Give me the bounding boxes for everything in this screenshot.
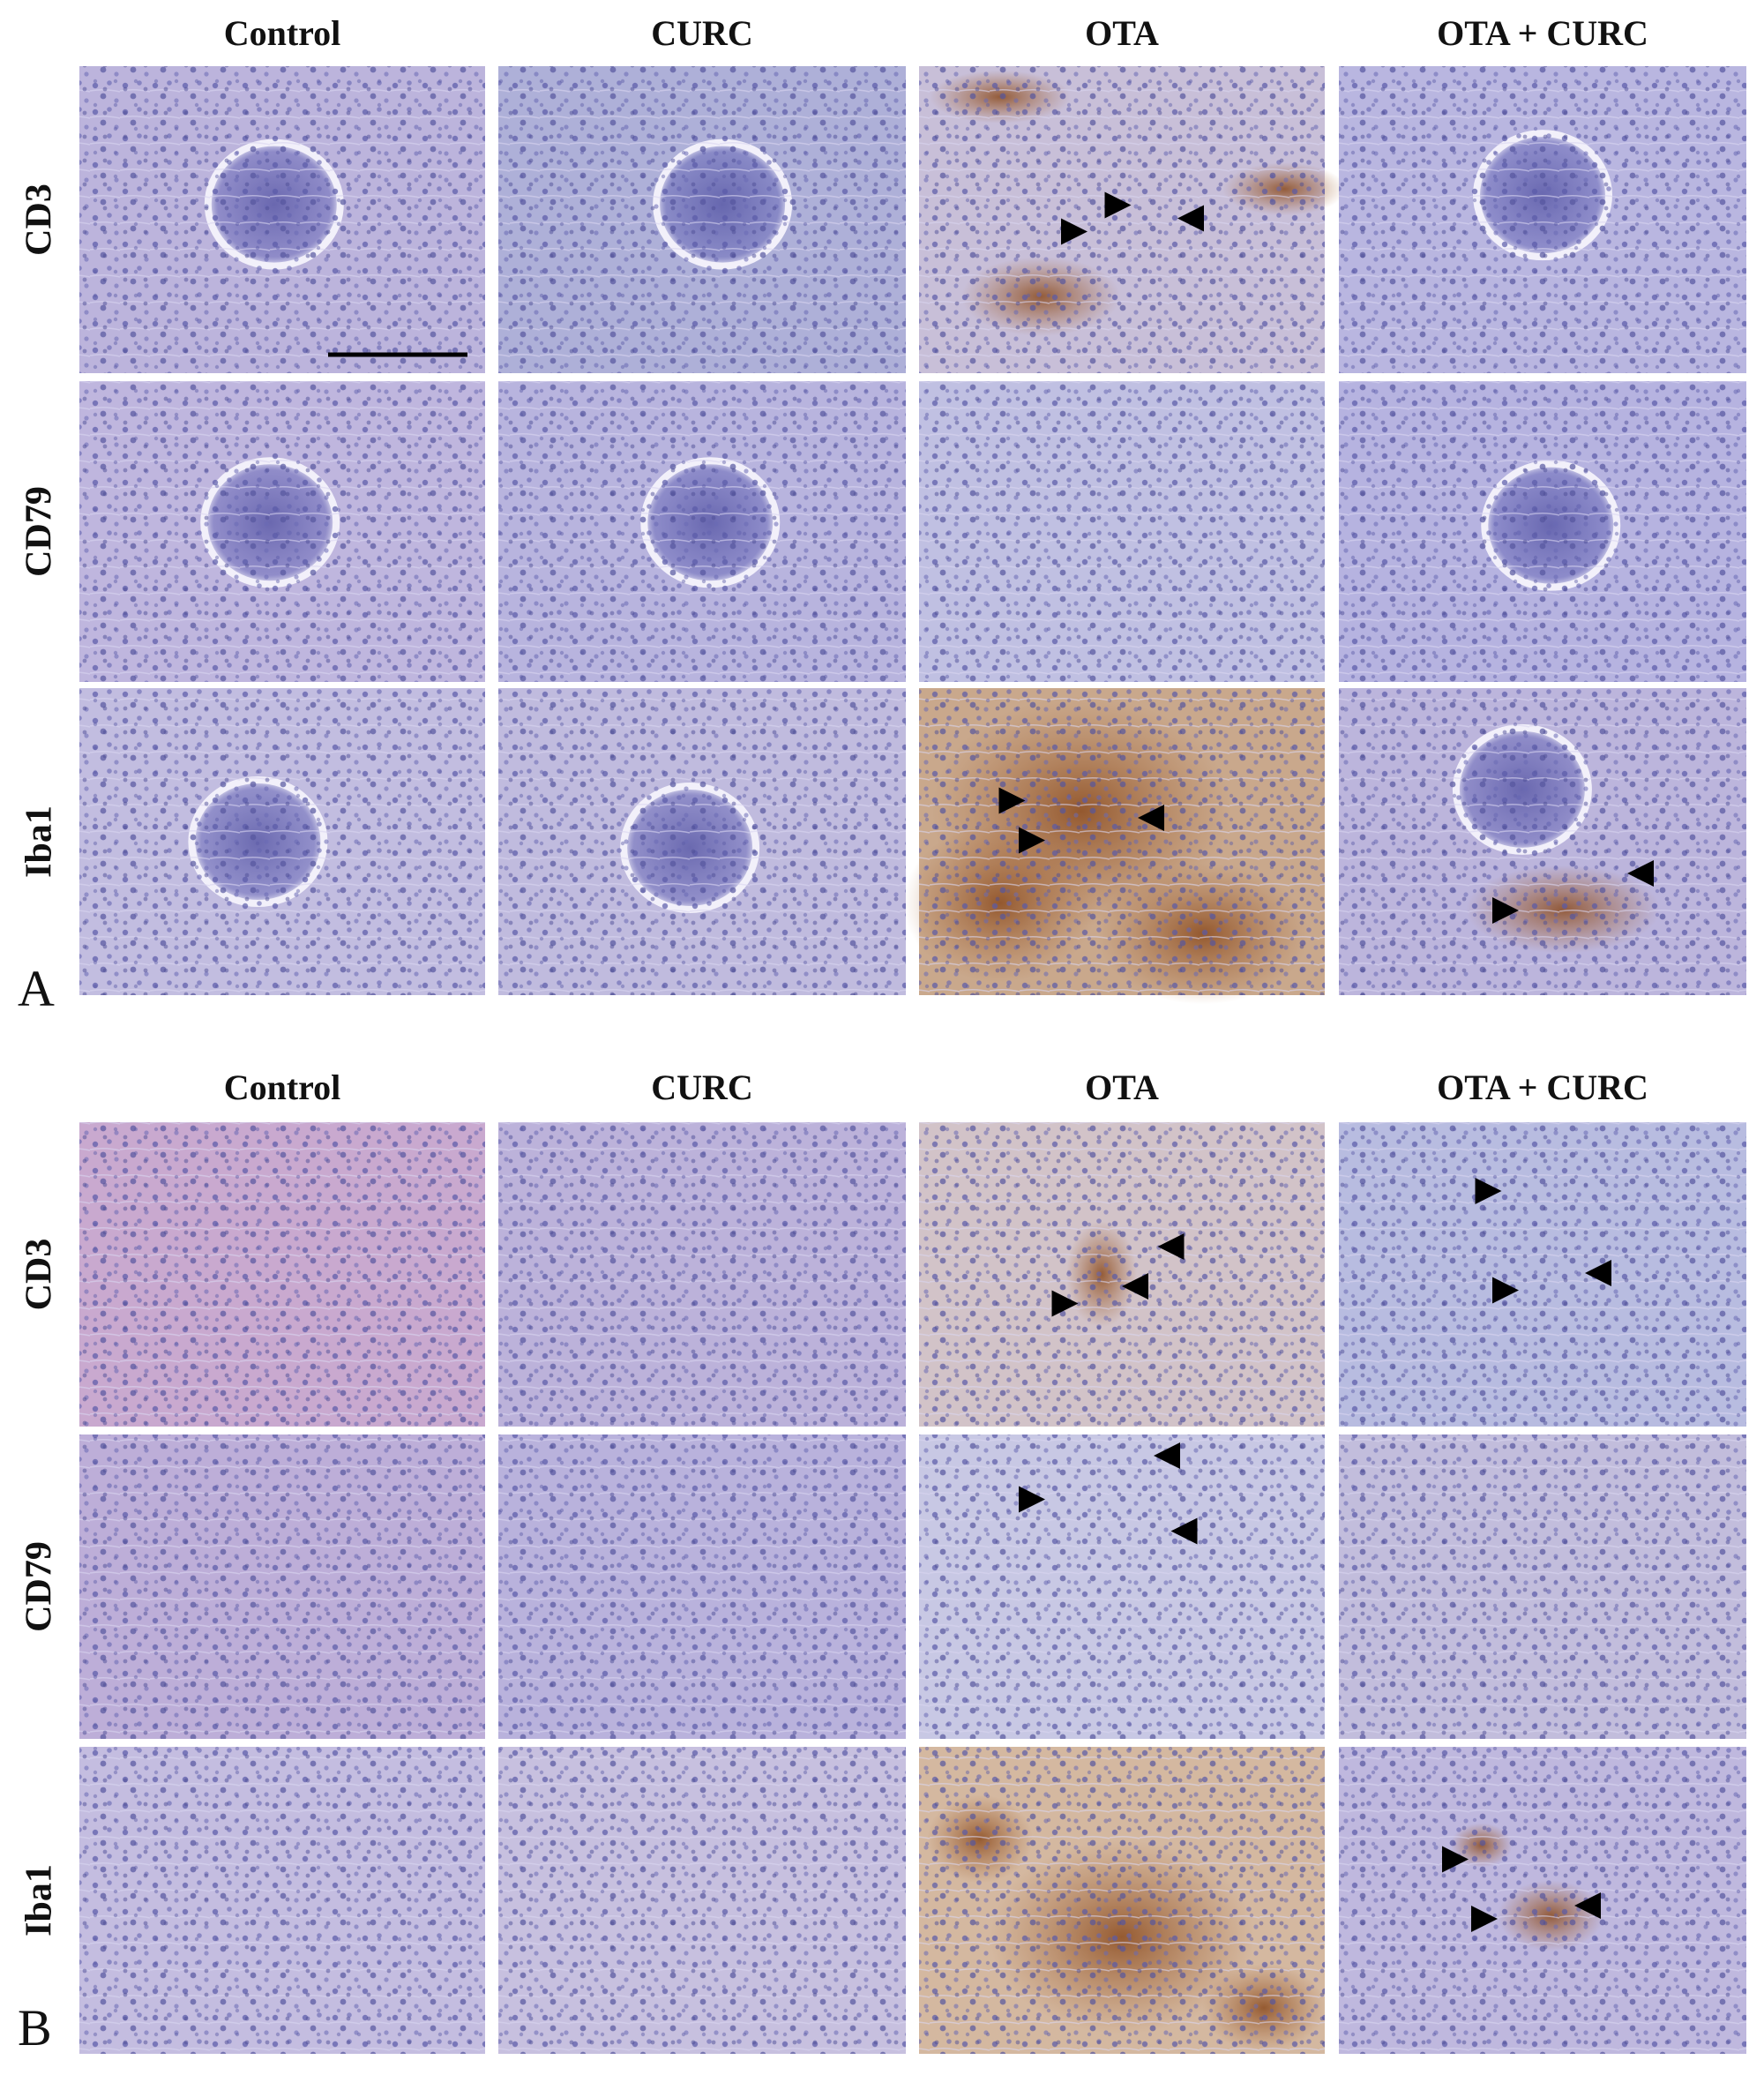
arrowhead	[1574, 1892, 1601, 1919]
micrograph	[498, 1747, 906, 2054]
nuclei	[1339, 1435, 1746, 1739]
row-label: CD79	[19, 1541, 60, 1632]
micrograph	[919, 1747, 1326, 2054]
row-label: CD79	[19, 486, 60, 577]
nuclei	[919, 66, 1325, 373]
micrograph	[79, 1122, 485, 1427]
panel-letter: A	[18, 960, 55, 1017]
arrowhead	[1104, 191, 1132, 219]
micrograph	[1339, 66, 1746, 373]
row-label: Iba1	[19, 1864, 60, 1936]
nuclei	[1339, 381, 1746, 682]
micrograph	[498, 1435, 906, 1739]
nuclei	[919, 381, 1325, 682]
micrograph	[1339, 1122, 1746, 1427]
micrograph	[919, 381, 1325, 682]
arrowhead	[1585, 1260, 1611, 1286]
arrowhead	[1138, 805, 1164, 831]
arrowhead	[1019, 827, 1045, 854]
column-header: OTA + CURC	[1437, 1067, 1648, 1107]
nuclei	[79, 66, 485, 373]
column-header: Control	[224, 13, 341, 53]
micrograph	[498, 1122, 906, 1427]
nuclei	[79, 688, 485, 995]
arrowhead	[1177, 205, 1204, 232]
arrowhead	[1471, 1906, 1498, 1932]
panel: Control CURC OTA OTA + CURC CD3 CD79 Iba1 B	[18, 1067, 1746, 2056]
nuclei	[1339, 1747, 1746, 2054]
arrowhead	[1051, 1290, 1079, 1317]
panel-letter: B	[18, 1999, 52, 2056]
micrograph	[498, 66, 906, 373]
nuclei	[498, 1122, 906, 1427]
micrograph	[1339, 688, 1746, 995]
micrograph	[498, 381, 906, 682]
nuclei	[498, 688, 906, 995]
micrograph	[79, 1747, 485, 2054]
nuclei	[1339, 66, 1746, 373]
nuclei	[919, 1122, 1325, 1427]
nuclei	[79, 1435, 485, 1739]
nuclei	[79, 381, 485, 682]
arrowhead	[1627, 860, 1654, 887]
micrograph	[1339, 1747, 1746, 2054]
nuclei	[79, 1747, 485, 2054]
nuclei	[498, 1435, 906, 1739]
nuclei	[498, 1747, 906, 2054]
micrograph	[79, 1435, 485, 1739]
nuclei	[919, 1747, 1325, 2054]
arrowhead	[1442, 1846, 1469, 1873]
micrograph	[79, 688, 485, 995]
arrowhead	[1157, 1233, 1185, 1260]
nuclei	[79, 1122, 485, 1427]
micrograph	[919, 1122, 1325, 1427]
micrograph	[1339, 1435, 1746, 1739]
micrograph	[79, 66, 485, 373]
arrowhead	[1170, 1517, 1198, 1545]
micrograph	[498, 688, 906, 995]
nuclei	[1339, 1122, 1746, 1427]
nuclei	[498, 381, 906, 682]
column-header: Control	[224, 1067, 341, 1107]
arrowhead	[1492, 1277, 1519, 1304]
column-header: OTA	[1085, 1067, 1159, 1107]
nuclei	[498, 66, 906, 373]
arrowhead	[998, 787, 1026, 814]
row-label: CD3	[19, 184, 60, 256]
row-label: Iba1	[19, 805, 60, 878]
nuclei	[919, 1435, 1325, 1739]
arrowhead	[1019, 1486, 1045, 1513]
arrowhead	[1122, 1273, 1148, 1300]
nuclei	[919, 688, 1325, 995]
column-header: CURC	[651, 1067, 753, 1107]
column-header: OTA + CURC	[1437, 13, 1648, 53]
arrowhead	[1475, 1178, 1502, 1204]
micrograph	[919, 1435, 1325, 1739]
nuclei	[1339, 688, 1746, 995]
micrograph	[919, 66, 1346, 373]
column-header: CURC	[651, 13, 753, 53]
arrowhead	[1154, 1442, 1180, 1469]
panel: Control CURC OTA OTA + CURC CD3 CD79 Iba1 A	[18, 13, 1746, 1017]
row-label: CD3	[19, 1239, 60, 1311]
micrograph	[79, 381, 485, 682]
column-header: OTA	[1085, 13, 1159, 53]
micrograph	[903, 688, 1325, 1005]
arrowhead	[1492, 897, 1519, 924]
micrograph	[1339, 381, 1746, 682]
arrowhead	[1061, 218, 1088, 245]
